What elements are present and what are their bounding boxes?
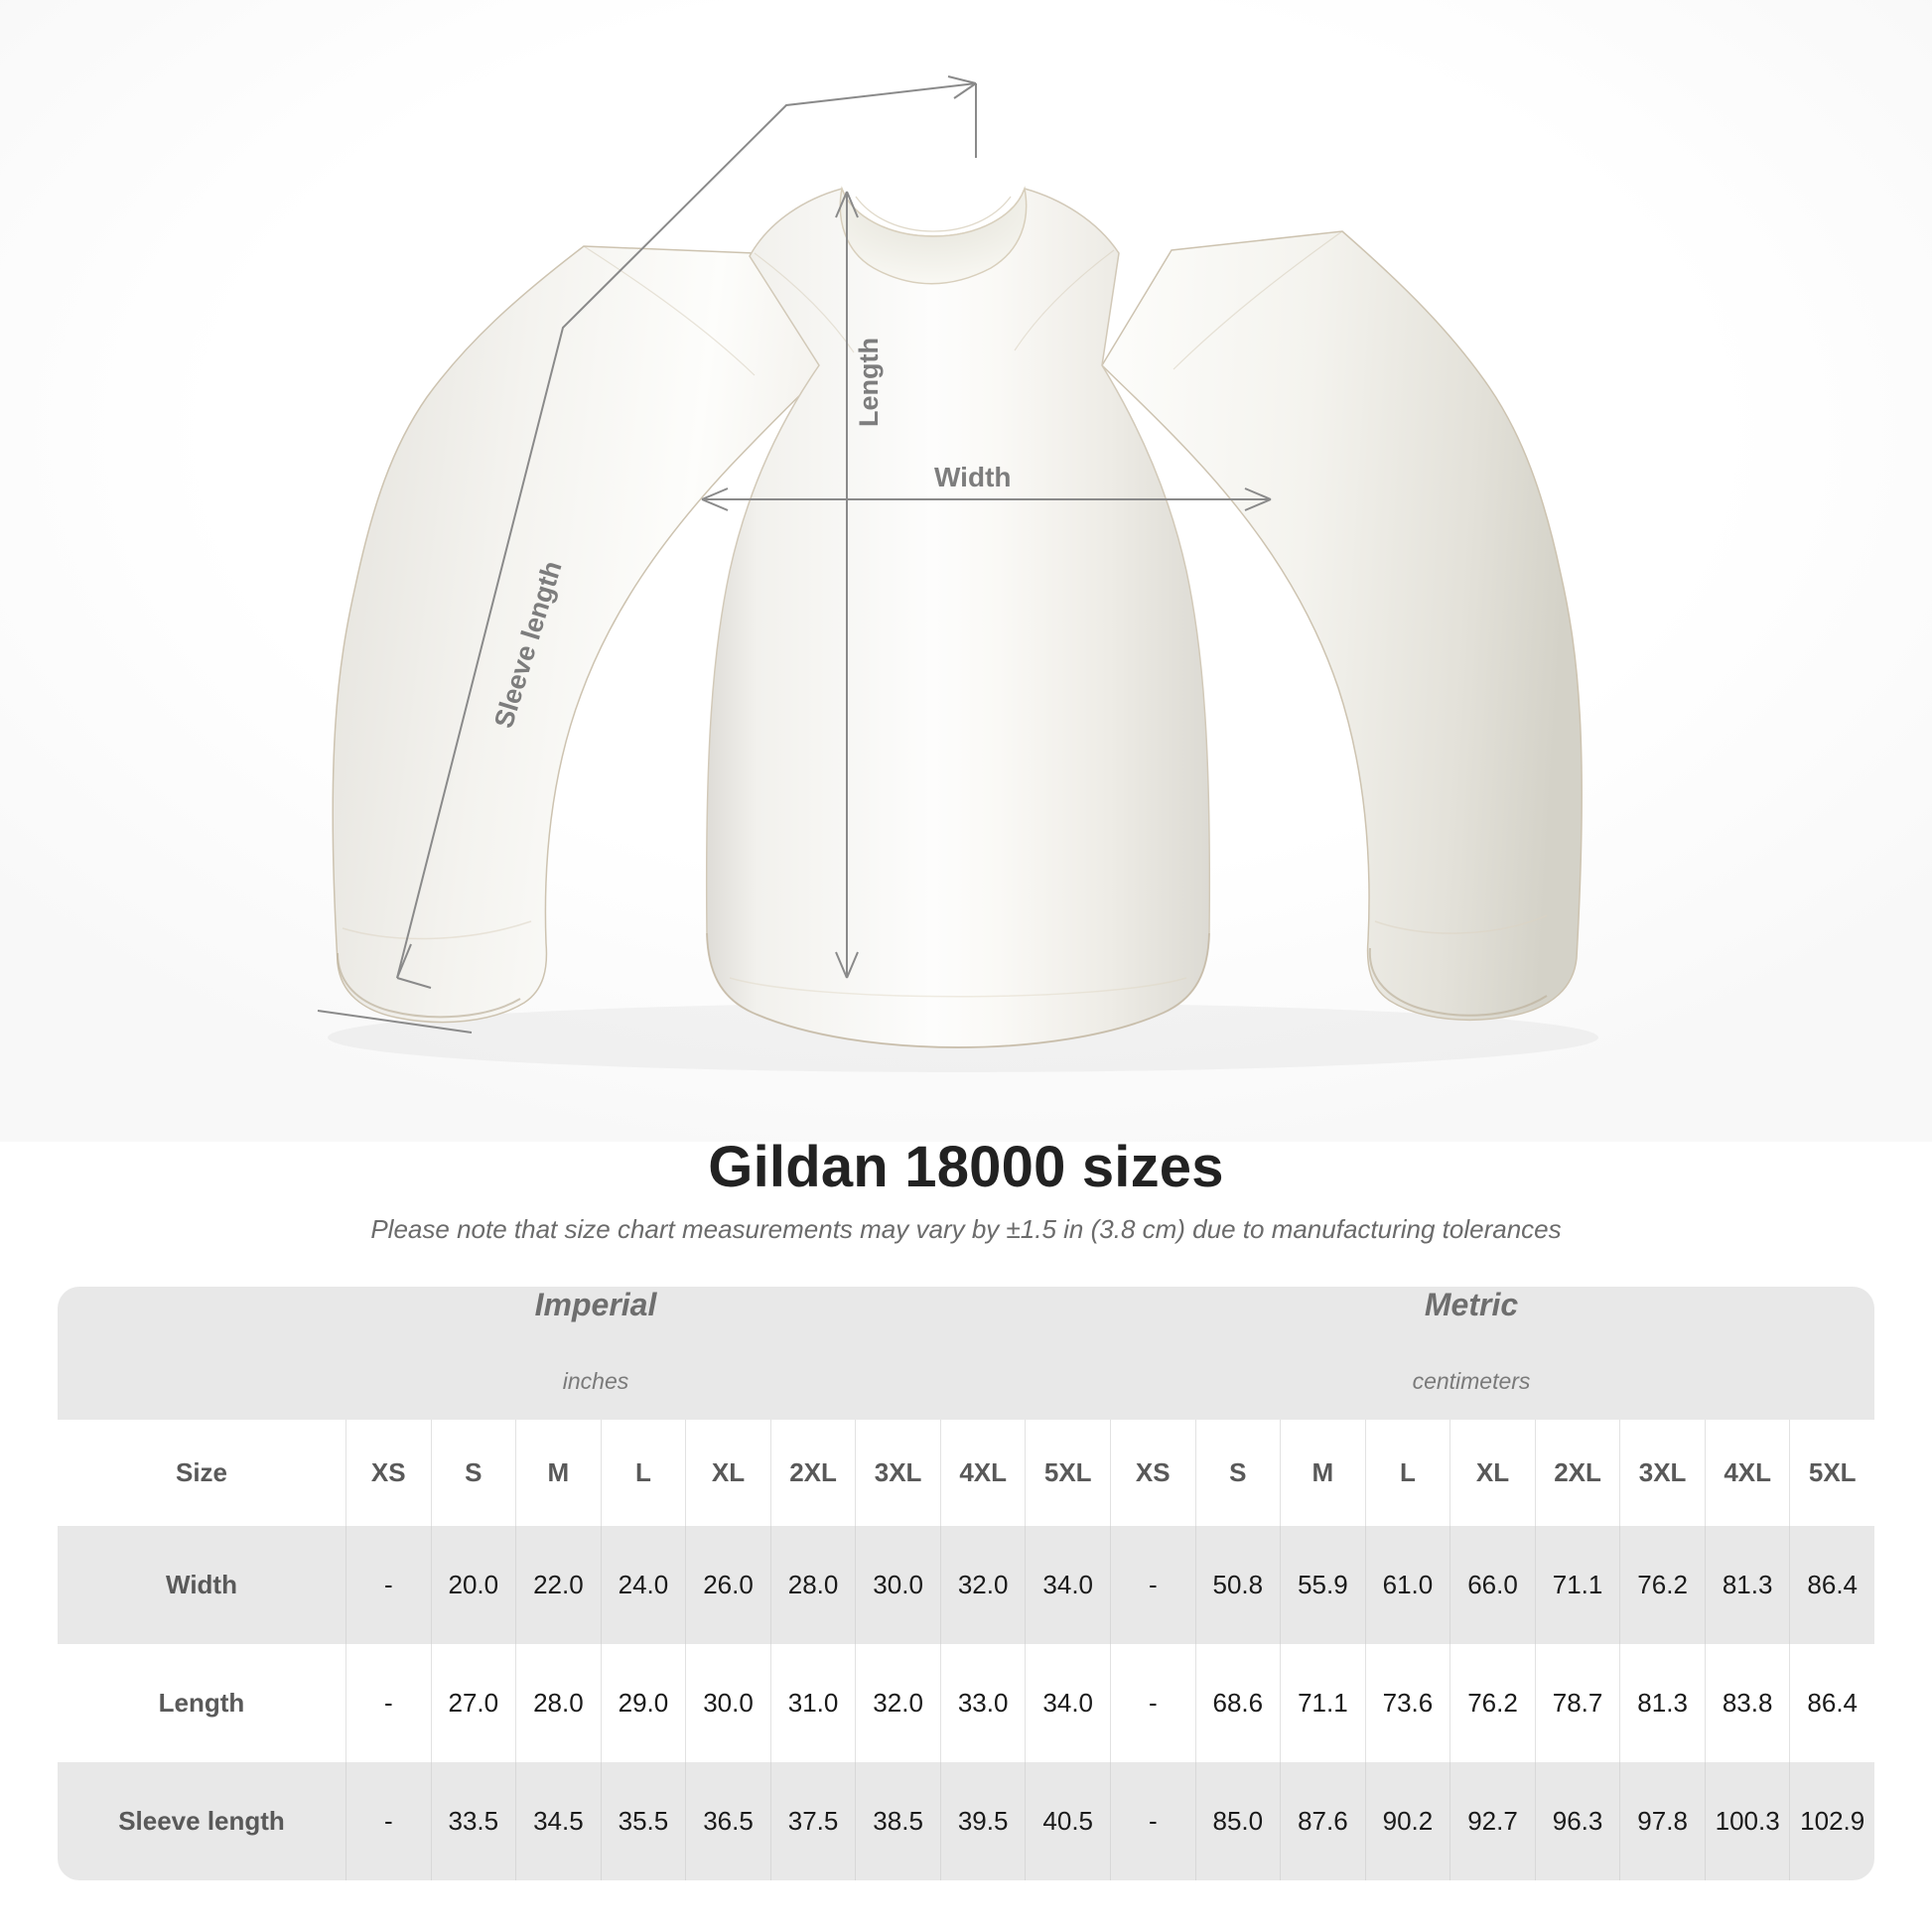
svg-text:Width: Width [934,462,1012,492]
svg-text:Length: Length [854,338,884,427]
